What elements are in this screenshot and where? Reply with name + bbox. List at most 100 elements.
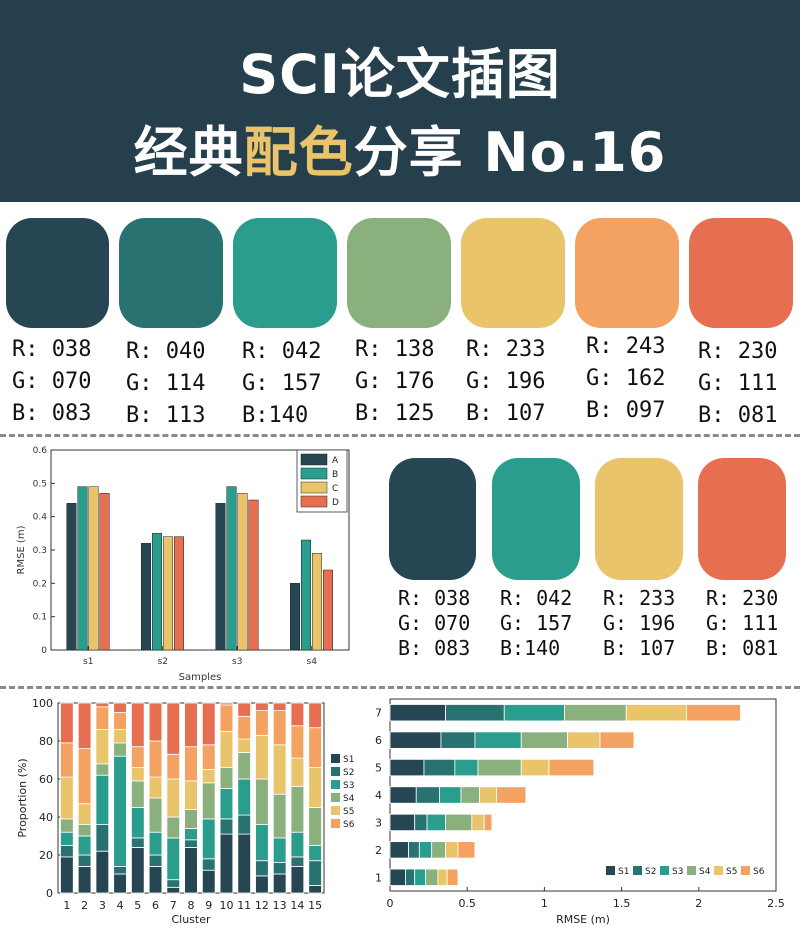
stack-segment (272, 744, 287, 795)
color-swatch-c (595, 458, 683, 580)
stack-segment (166, 879, 181, 888)
bar (301, 539, 311, 651)
stack-segment (255, 702, 269, 711)
stack-segment (503, 704, 565, 722)
legend-label: S6 (343, 820, 355, 830)
stack-segment (184, 839, 198, 848)
legend-swatch (714, 866, 723, 875)
stack-segment (389, 731, 442, 749)
legend-label: S2 (343, 768, 354, 778)
stack-segment (520, 731, 568, 749)
green-value: G: 176 (355, 369, 435, 394)
grouped-bar-chart: 0 0.1 0.2 0.3 0.4 0.5 0.6 s1 s2 s3 s4 Samples RMSE (… (16, 446, 350, 683)
stack-segment (446, 868, 459, 886)
stack-segment (290, 865, 305, 894)
color-swatch-d (698, 458, 786, 580)
red-value: R: 038 (398, 586, 471, 610)
y-tick-label: 0.1 (33, 613, 47, 623)
stack-segment (567, 731, 601, 749)
stack-segment (308, 767, 322, 808)
stack-segment (113, 865, 127, 875)
x-tick-label: 2 (695, 897, 702, 910)
stack-segment (290, 856, 305, 867)
stack-segment (201, 769, 216, 784)
stack-segment (77, 824, 92, 837)
x-tick-label: 14 (290, 899, 304, 912)
x-tick-label: 4 (117, 899, 124, 912)
legend-swatch (300, 481, 328, 494)
stack-segment (60, 856, 74, 894)
y-tick-label: 0 (41, 646, 47, 656)
stack-segment (148, 854, 163, 867)
stack-segment (219, 818, 234, 835)
stack-segment (95, 824, 110, 852)
bar (215, 503, 226, 651)
y-tick-label: 0.5 (33, 479, 47, 489)
stack-segment (445, 813, 473, 832)
stack-segment (255, 824, 269, 862)
stack-segment (60, 702, 74, 744)
red-value: R: 042 (500, 586, 573, 610)
stack-segment (548, 758, 595, 777)
x-tick-label: 13 (273, 899, 287, 912)
rgb-label-3: R: 042 G: 157 B:140 (242, 336, 321, 432)
stack-segment (131, 837, 145, 848)
y-tick-label: 0 (46, 887, 53, 900)
stack-segment (95, 702, 110, 708)
stack-segment (184, 746, 198, 782)
legend-swatch (660, 866, 669, 875)
stack-segment (113, 712, 127, 731)
stack-segment (219, 731, 234, 768)
stack-segment (77, 803, 92, 825)
rgb-label-4: R: 138 G: 176 B: 125 (355, 334, 434, 430)
x-tick-label: 12 (255, 899, 269, 912)
color-swatch-b (492, 458, 580, 580)
stack-segment (166, 816, 181, 839)
legend-label: S1 (343, 755, 354, 765)
stack-segment (272, 862, 287, 875)
stack-segment (440, 731, 476, 749)
x-tick-label: s3 (232, 657, 242, 667)
stack-segment (148, 797, 163, 833)
stack-segment (290, 725, 305, 759)
rgb-label-6: R: 243 G: 162 B: 097 (586, 331, 665, 427)
y-tick-label: 0.3 (33, 546, 47, 556)
legend-swatch (300, 495, 328, 508)
stack-segment (95, 774, 110, 825)
green-value: G: 111 (698, 371, 778, 396)
stack-segment (77, 835, 92, 856)
legend-swatch (331, 806, 340, 815)
x-tick-label: 2 (81, 899, 88, 912)
stack-segment (308, 860, 322, 886)
x-tick-label: 0.5 (458, 897, 476, 910)
stack-segment (237, 715, 251, 740)
rgb-label-7: R: 230 G: 111 B: 081 (698, 336, 777, 432)
y-tick-label: 0.2 (33, 579, 47, 589)
y-tick-label: 20 (39, 849, 53, 862)
stack-segment (255, 778, 269, 825)
stack-segment (389, 841, 409, 859)
bar (248, 499, 259, 651)
stack-segment (113, 729, 127, 744)
title-banner: SCI论文插图 经典配色分享 No.16 (0, 0, 800, 202)
stack-segment (564, 704, 627, 722)
red-value: R: 233 (466, 337, 546, 362)
stack-segment (272, 702, 287, 711)
stack-segment (520, 758, 550, 777)
stack-segment (290, 786, 305, 833)
stack-segment (148, 702, 163, 742)
stack-segment (431, 841, 446, 859)
stack-segment (477, 758, 522, 777)
stack-segment (131, 780, 145, 808)
legend-swatch (331, 793, 340, 802)
x-axis-label: Samples (179, 672, 222, 683)
stack-segment (308, 884, 322, 894)
legend-swatch (331, 754, 340, 763)
subtitle-part-1: 经典 (133, 121, 244, 184)
legend-label: S3 (343, 781, 354, 791)
green-value: G: 070 (12, 369, 92, 394)
x-tick-label: s1 (83, 657, 93, 667)
stack-segment (308, 727, 322, 769)
stack-segment (131, 702, 145, 748)
red-value: R: 040 (126, 339, 206, 364)
